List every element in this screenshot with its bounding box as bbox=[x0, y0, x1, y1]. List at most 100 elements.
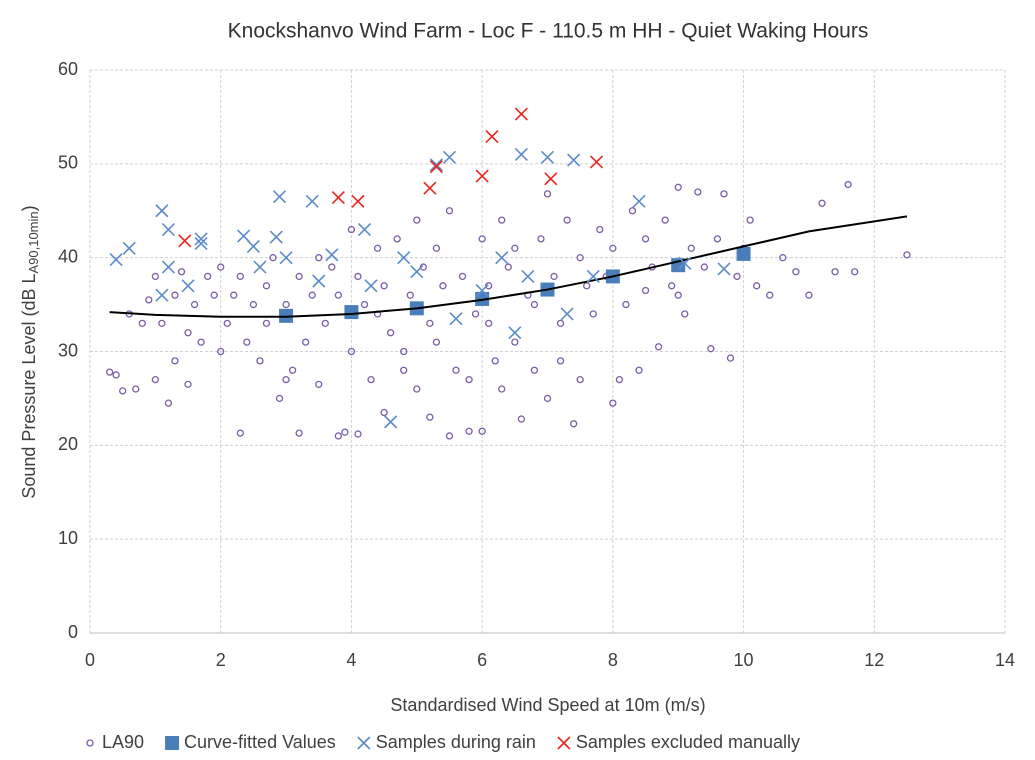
point bbox=[530, 366, 539, 374]
point bbox=[792, 268, 800, 276]
point bbox=[269, 254, 277, 262]
point bbox=[713, 235, 722, 243]
x-tick-label: 8 bbox=[608, 650, 618, 670]
x-tick-label: 4 bbox=[346, 650, 356, 670]
point bbox=[844, 180, 852, 189]
point bbox=[262, 319, 271, 328]
point bbox=[511, 338, 519, 346]
point bbox=[736, 246, 751, 261]
legend-label: Samples excluded manually bbox=[576, 732, 800, 752]
x-tick-label: 10 bbox=[734, 650, 754, 670]
point bbox=[733, 272, 741, 281]
point bbox=[556, 357, 565, 365]
point bbox=[537, 235, 545, 243]
y-tick-label: 30 bbox=[58, 340, 78, 360]
point bbox=[171, 357, 179, 365]
point bbox=[190, 300, 199, 309]
point bbox=[426, 319, 434, 328]
point bbox=[282, 375, 290, 384]
point bbox=[406, 291, 414, 299]
point bbox=[354, 272, 362, 281]
point bbox=[485, 130, 499, 144]
point bbox=[86, 739, 94, 747]
point bbox=[138, 319, 146, 328]
point bbox=[155, 288, 169, 302]
point bbox=[194, 237, 208, 251]
y-axis-label: Sound Pressure Level (dB LA90,10min) bbox=[19, 205, 42, 498]
point bbox=[569, 420, 578, 428]
point bbox=[331, 191, 345, 205]
point bbox=[475, 169, 489, 183]
point bbox=[661, 216, 669, 224]
point bbox=[707, 345, 715, 353]
point bbox=[752, 282, 761, 290]
point bbox=[357, 222, 372, 237]
point bbox=[465, 375, 473, 384]
point bbox=[851, 268, 859, 276]
point bbox=[720, 190, 728, 198]
point bbox=[557, 736, 571, 750]
point bbox=[681, 310, 689, 318]
point bbox=[668, 282, 676, 290]
point bbox=[256, 357, 264, 365]
point bbox=[288, 366, 297, 374]
point bbox=[112, 371, 120, 379]
point bbox=[779, 254, 787, 262]
point bbox=[609, 399, 617, 407]
point bbox=[560, 307, 574, 321]
point bbox=[347, 225, 356, 234]
point bbox=[514, 107, 528, 121]
point bbox=[217, 347, 225, 356]
point bbox=[155, 204, 169, 218]
point bbox=[543, 190, 552, 198]
point bbox=[145, 296, 153, 304]
point bbox=[805, 291, 813, 299]
point bbox=[341, 428, 349, 436]
point bbox=[465, 427, 473, 435]
point bbox=[514, 147, 528, 162]
point bbox=[439, 282, 447, 290]
point bbox=[171, 291, 179, 299]
series bbox=[109, 147, 731, 429]
point bbox=[678, 256, 692, 270]
point bbox=[328, 263, 336, 271]
y-tick-label: 60 bbox=[58, 59, 78, 79]
point bbox=[471, 310, 480, 318]
point bbox=[508, 326, 522, 340]
point bbox=[282, 300, 290, 309]
point bbox=[236, 429, 244, 437]
point bbox=[628, 207, 637, 215]
chart-title: Knockshanvo Wind Farm - Loc F - 110.5 m … bbox=[228, 20, 869, 43]
point bbox=[449, 312, 463, 326]
point bbox=[344, 305, 359, 320]
point bbox=[589, 155, 604, 169]
x-axis-label: Standardised Wind Speed at 10m (m/s) bbox=[390, 695, 705, 715]
point bbox=[423, 181, 437, 195]
point bbox=[380, 282, 388, 290]
point bbox=[452, 366, 460, 374]
point bbox=[203, 272, 212, 281]
point bbox=[302, 338, 310, 346]
point bbox=[746, 216, 754, 224]
y-tick-label: 40 bbox=[58, 246, 78, 266]
point bbox=[177, 268, 186, 276]
point bbox=[181, 279, 195, 293]
point bbox=[495, 251, 509, 265]
point bbox=[194, 232, 208, 246]
x-tick-label: 6 bbox=[477, 650, 487, 670]
y-tick-label: 10 bbox=[58, 528, 78, 548]
point bbox=[903, 251, 911, 259]
point bbox=[589, 310, 597, 318]
point bbox=[164, 399, 173, 407]
point bbox=[380, 408, 388, 417]
point bbox=[413, 216, 421, 224]
point bbox=[184, 329, 192, 337]
point bbox=[511, 244, 519, 252]
point bbox=[674, 183, 682, 191]
point bbox=[831, 268, 839, 276]
point bbox=[544, 172, 558, 186]
point bbox=[230, 291, 238, 299]
point bbox=[249, 300, 258, 309]
point bbox=[237, 229, 251, 243]
